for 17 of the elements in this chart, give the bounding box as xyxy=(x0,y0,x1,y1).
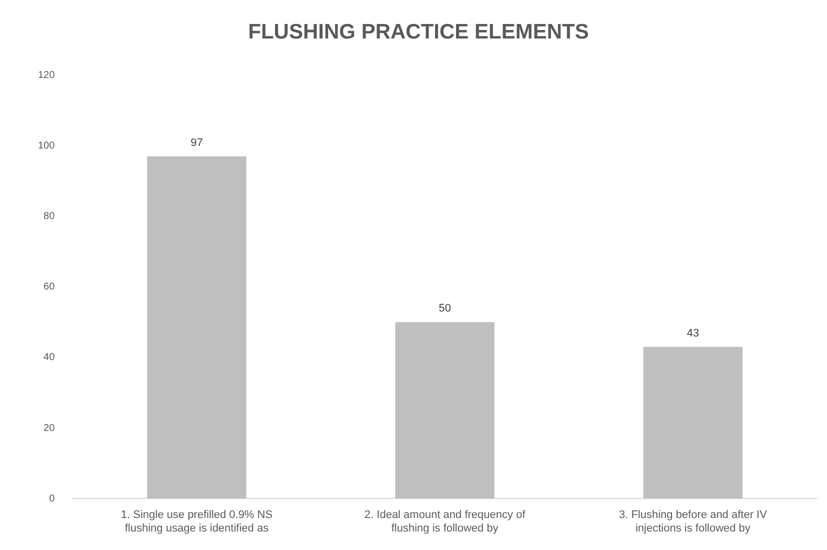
chart-title: FLUSHING PRACTICE ELEMENTS xyxy=(248,20,589,44)
bar xyxy=(147,156,246,499)
data-label: 43 xyxy=(686,327,700,340)
y-tick-label: 0 xyxy=(49,493,56,504)
x-tick-label: 2. Ideal amount and frequency of flushing is followed by xyxy=(364,509,526,534)
y-tick-label: 100 xyxy=(38,140,56,152)
y-tick-label: 40 xyxy=(44,352,56,364)
y-tick-label: 80 xyxy=(44,211,56,222)
bar xyxy=(395,322,494,499)
bar xyxy=(643,346,743,499)
y-tick-label: 120 xyxy=(38,70,56,81)
x-tick-label: 1. Single use prefilled 0.9% NS flushing usage is identified as xyxy=(120,509,273,534)
data-label: 50 xyxy=(438,302,451,315)
data-label: 97 xyxy=(190,136,203,149)
y-tick-label: 20 xyxy=(44,422,56,434)
x-tick-label: 3. Flushing before and after IV injections is followed by xyxy=(618,509,768,534)
y-tick-label: 60 xyxy=(44,282,56,293)
